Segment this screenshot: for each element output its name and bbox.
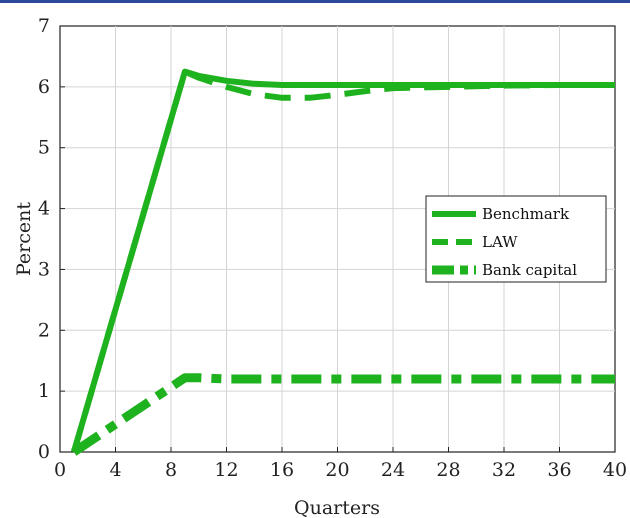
x-axis-label: Quarters bbox=[294, 497, 380, 518]
x-tick-label: 36 bbox=[547, 459, 571, 481]
series-line-2 bbox=[71, 68, 615, 453]
x-tick-label: 20 bbox=[325, 459, 349, 481]
y-axis-label: Percent bbox=[13, 202, 35, 276]
x-tick-label: 24 bbox=[381, 459, 405, 481]
x-tick-label: 28 bbox=[436, 459, 460, 481]
top-border bbox=[0, 0, 630, 3]
y-tick-label: 0 bbox=[38, 441, 50, 463]
y-tick-label: 4 bbox=[38, 198, 50, 220]
series-group bbox=[71, 68, 615, 456]
y-tick-label: 3 bbox=[38, 258, 50, 280]
series-line-3 bbox=[71, 373, 615, 456]
legend-label-2: LAW bbox=[482, 233, 518, 251]
y-tick-label: 6 bbox=[38, 76, 50, 98]
x-tick-labels: 0 4 8 12 16 20 24 28 32 36 40 bbox=[54, 447, 627, 481]
y-tick-label: 2 bbox=[38, 319, 50, 341]
legend-label-1: Benchmark bbox=[482, 205, 570, 223]
x-tick-label: 0 bbox=[54, 459, 66, 481]
x-tick-label: 4 bbox=[109, 459, 121, 481]
x-tick-label: 32 bbox=[492, 459, 516, 481]
y-tick-label: 7 bbox=[38, 15, 50, 37]
y-tick-label: 5 bbox=[38, 137, 50, 159]
x-tick-label: 16 bbox=[270, 459, 294, 481]
legend: Benchmark LAW Bank capital bbox=[425, 195, 607, 283]
x-tick-label: 8 bbox=[165, 459, 177, 481]
x-tick-label: 40 bbox=[603, 459, 627, 481]
x-tick-label: 12 bbox=[214, 459, 238, 481]
legend-label-3: Bank capital bbox=[482, 261, 577, 279]
y-tick-labels: 0 1 2 3 4 5 6 7 bbox=[38, 15, 65, 463]
y-tick-label: 1 bbox=[38, 380, 50, 402]
